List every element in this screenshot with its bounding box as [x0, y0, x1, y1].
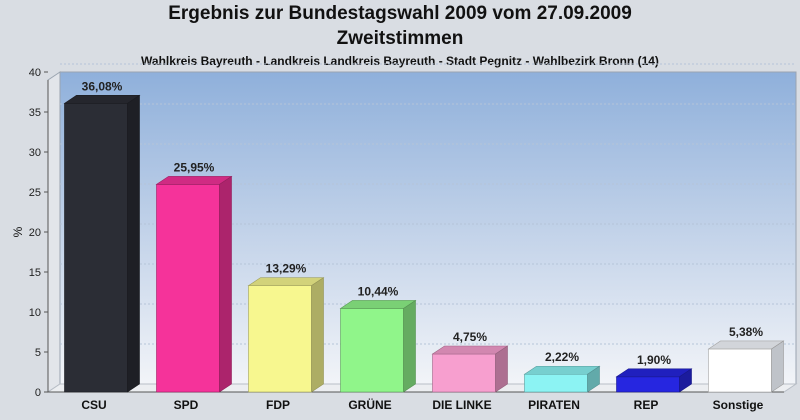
y-tick-label: 10 — [29, 307, 41, 319]
value-label: 2,22% — [545, 350, 579, 364]
value-label: 13,29% — [266, 262, 307, 276]
bar-piraten-top — [523, 365, 601, 375]
bar-fdp — [247, 277, 325, 393]
y-tick-label: 0 — [35, 387, 41, 399]
category-label: PIRATEN — [528, 398, 580, 412]
category-label: DIE LINKE — [432, 398, 491, 412]
y-tick-label: 30 — [29, 147, 41, 159]
category-label: REP — [634, 398, 659, 412]
bar-sonstige-side — [771, 340, 784, 393]
bar-grüne — [339, 299, 417, 393]
bar-spd-top — [155, 176, 233, 185]
bar-grüne-side — [403, 299, 416, 393]
bar-spd — [155, 175, 233, 393]
bar-rep-front — [616, 376, 680, 393]
bar-sonstige — [707, 340, 785, 393]
category-label: CSU — [81, 398, 106, 412]
y-tick-label: 5 — [35, 347, 41, 359]
bar-csu-side — [127, 94, 140, 393]
bar-piraten-front — [524, 373, 588, 393]
y-axis-label: % — [11, 226, 25, 237]
bar-csu — [63, 94, 141, 393]
bar-rep-top — [615, 368, 693, 378]
bar-sonstige-front — [708, 348, 772, 393]
bar-die-linke-front — [432, 353, 496, 393]
bar-piraten-side — [587, 365, 600, 393]
bar-grüne-front — [340, 308, 404, 393]
chart-title: Ergebnis zur Bundestagswahl 2009 vom 27.… — [168, 3, 632, 24]
bar-sonstige-top — [707, 340, 785, 350]
value-label: 10,44% — [358, 284, 399, 298]
chart-title-line2: Zweitstimmen — [336, 28, 464, 49]
bar-spd-front — [156, 184, 220, 393]
value-label: 25,95% — [174, 160, 215, 174]
y-tick-label: 40 — [29, 67, 41, 79]
bar-die-linke — [431, 345, 509, 393]
value-label: 5,38% — [729, 325, 763, 339]
bar-die-linke-side — [495, 345, 508, 393]
bar-csu-top — [63, 95, 141, 104]
bar-fdp-side — [311, 277, 324, 393]
value-label: 1,90% — [637, 353, 671, 367]
value-label: 4,75% — [453, 330, 487, 344]
bar-csu-front — [64, 103, 128, 393]
plot-side-wall — [47, 71, 61, 393]
bar-fdp-top — [247, 277, 325, 286]
category-label: Sonstige — [713, 398, 764, 412]
category-label: FDP — [266, 398, 290, 412]
y-tick-label: 35 — [29, 107, 41, 119]
category-label: SPD — [174, 398, 199, 412]
category-label: GRÜNE — [348, 397, 391, 412]
value-label: 36,08% — [82, 79, 123, 93]
bar-grüne-top — [339, 300, 417, 309]
bar-piraten — [523, 365, 601, 393]
bar-die-linke-top — [431, 345, 509, 355]
y-tick-label: 25 — [29, 187, 41, 199]
y-tick-label: 15 — [29, 267, 41, 279]
y-tick-label: 20 — [29, 227, 41, 239]
bar-spd-side — [219, 175, 232, 393]
bar-rep — [615, 368, 693, 393]
bar-rep-side — [679, 368, 692, 393]
bar-fdp-front — [248, 285, 312, 393]
